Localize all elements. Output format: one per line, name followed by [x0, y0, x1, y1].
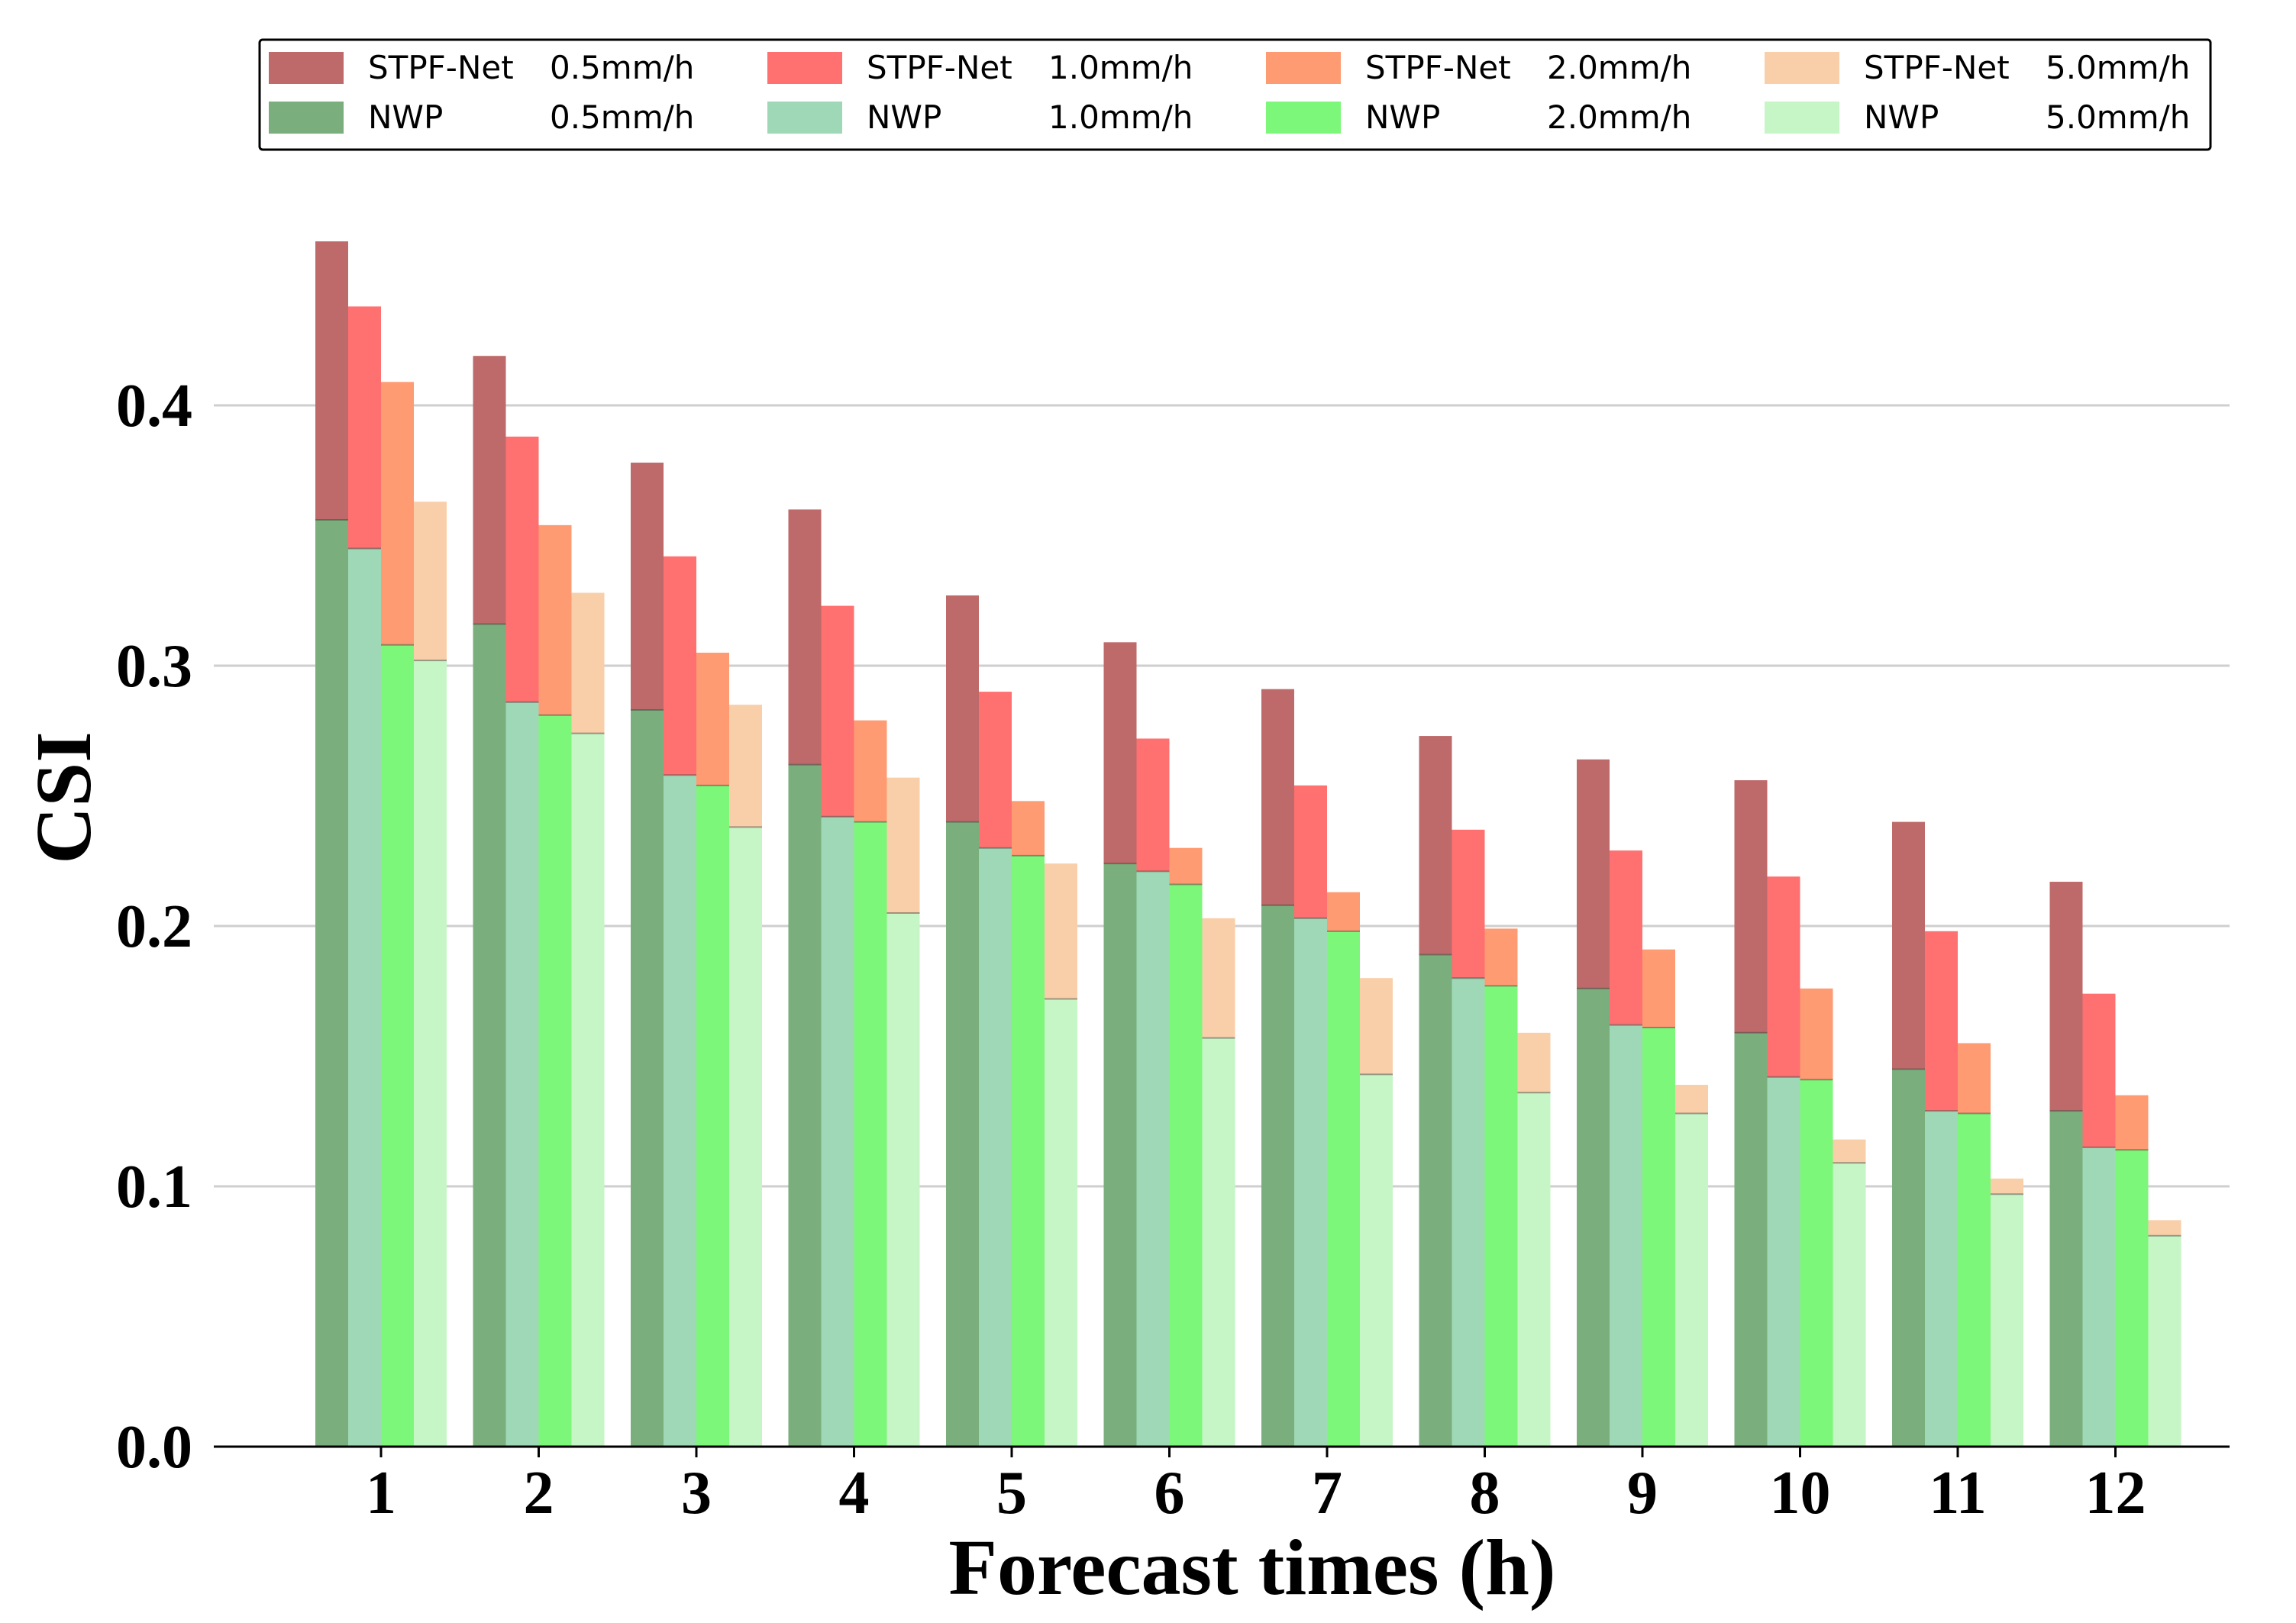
bar-nwp-5.0mm-h-h8 [1517, 1092, 1551, 1447]
bar-nwp-0.5mm-h-h9 [1577, 988, 1610, 1447]
y-tick-label: 0.3 [116, 633, 192, 700]
legend-swatch [1765, 52, 1839, 84]
bar-nwp-2.0mm-h-h5 [1012, 855, 1045, 1447]
legend-series-name: NWP [867, 98, 941, 136]
bar-nwp-0.5mm-h-h2 [473, 624, 506, 1447]
bar-nwp-5.0mm-h-h9 [1675, 1113, 1708, 1447]
bar-nwp-2.0mm-h-h4 [854, 821, 887, 1447]
legend-threshold: 2.0mm/h [1547, 49, 1691, 86]
y-tick-label: 0.1 [116, 1154, 192, 1221]
bar-nwp-1.0mm-h-h7 [1294, 918, 1327, 1447]
legend-series-name: NWP [1365, 98, 1440, 136]
bar-nwp-1.0mm-h-h6 [1136, 871, 1170, 1447]
bar-nwp-0.5mm-h-h1 [315, 520, 348, 1447]
legend-threshold: 1.0mm/h [1048, 98, 1193, 136]
legend-threshold: 5.0mm/h [2046, 49, 2190, 86]
bar-nwp-1.0mm-h-h12 [2082, 1147, 2116, 1447]
legend-box [258, 38, 2212, 151]
x-tick-label: 4 [839, 1460, 870, 1527]
x-tick-label: 12 [2085, 1460, 2146, 1527]
legend-swatch [269, 102, 344, 134]
bars [315, 241, 2181, 1447]
x-tick-label: 3 [681, 1460, 712, 1527]
axes: 0.00.10.20.30.41 2 3 4 5 6 7 8 9 10 11 12 [116, 373, 2230, 1527]
bar-nwp-5.0mm-h-h3 [729, 827, 762, 1447]
bar-nwp-5.0mm-h-h2 [571, 733, 605, 1447]
bar-nwp-5.0mm-h-h1 [414, 660, 447, 1447]
legend-swatch [767, 52, 842, 84]
x-axis-title: Forecast times (h) [948, 1524, 1555, 1612]
bar-nwp-0.5mm-h-h11 [1892, 1069, 1925, 1447]
x-tick-label: 8 [1470, 1460, 1500, 1527]
bar-nwp-1.0mm-h-h4 [821, 816, 854, 1447]
legend-threshold: 0.5mm/h [550, 98, 694, 136]
x-tick-label: 7 [1312, 1460, 1342, 1527]
legend-swatch [269, 52, 344, 84]
legend-series-name: STPF-Net [867, 49, 1012, 86]
bar-nwp-1.0mm-h-h11 [1925, 1111, 1958, 1447]
bar-nwp-0.5mm-h-h6 [1103, 863, 1137, 1447]
legend-swatch [767, 102, 842, 134]
bar-nwp-2.0mm-h-h10 [1800, 1079, 1833, 1447]
legend-threshold: 1.0mm/h [1048, 49, 1193, 86]
bar-nwp-2.0mm-h-h3 [696, 785, 729, 1447]
bar-nwp-1.0mm-h-h9 [1610, 1024, 1642, 1447]
legend-threshold: 2.0mm/h [1547, 98, 1691, 136]
bar-nwp-2.0mm-h-h12 [2115, 1150, 2149, 1447]
bar-nwp-2.0mm-h-h2 [538, 715, 572, 1447]
x-tick-label: 10 [1770, 1460, 1831, 1527]
legend-swatch [1266, 52, 1341, 84]
legend-series-name: STPF-Net [1864, 49, 2010, 86]
bar-nwp-2.0mm-h-h8 [1484, 986, 1518, 1447]
bar-nwp-5.0mm-h-h4 [886, 912, 920, 1447]
bar-nwp-2.0mm-h-h1 [381, 644, 414, 1447]
bar-nwp-5.0mm-h-h5 [1045, 999, 1077, 1447]
bar-nwp-1.0mm-h-h5 [979, 847, 1012, 1447]
bar-nwp-1.0mm-h-h10 [1767, 1076, 1800, 1447]
y-tick-label: 0.0 [116, 1414, 192, 1481]
legend-series-name: NWP [368, 98, 443, 136]
bar-nwp-0.5mm-h-h12 [2049, 1111, 2083, 1447]
y-tick-label: 0.4 [116, 373, 192, 440]
bar-nwp-2.0mm-h-h11 [1958, 1113, 1991, 1447]
bar-nwp-2.0mm-h-h9 [1642, 1027, 1675, 1447]
y-tick-label: 0.2 [116, 893, 192, 960]
bar-nwp-0.5mm-h-h5 [946, 821, 979, 1447]
legend: STPF-Net 0.5mm/h NWP 0.5mm/h STPF-Net 1.0mm/h… [258, 38, 2212, 151]
x-tick-label: 2 [524, 1460, 554, 1527]
bar-nwp-0.5mm-h-h4 [788, 764, 822, 1447]
x-tick-label: 6 [1154, 1460, 1185, 1527]
bar-nwp-0.5mm-h-h8 [1419, 954, 1452, 1447]
bar-nwp-5.0mm-h-h12 [2148, 1235, 2181, 1447]
legend-threshold: 5.0mm/h [2046, 98, 2190, 136]
bar-nwp-0.5mm-h-h3 [631, 709, 664, 1447]
legend-series-name: STPF-Net [368, 49, 514, 86]
bar-nwp-1.0mm-h-h1 [348, 548, 381, 1447]
bar-nwp-1.0mm-h-h3 [664, 775, 696, 1447]
bar-nwp-1.0mm-h-h8 [1452, 978, 1485, 1447]
bar-nwp-5.0mm-h-h6 [1202, 1037, 1235, 1447]
bar-nwp-0.5mm-h-h10 [1734, 1032, 1768, 1447]
legend-swatch [1765, 102, 1839, 134]
legend-swatch [1266, 102, 1341, 134]
bar-nwp-2.0mm-h-h6 [1169, 884, 1203, 1447]
x-tick-label: 9 [1627, 1460, 1658, 1527]
bar-nwp-1.0mm-h-h2 [505, 702, 539, 1447]
bar-nwp-5.0mm-h-h7 [1360, 1074, 1393, 1447]
y-axis-title: CSI [20, 731, 108, 863]
x-tick-label: 5 [996, 1460, 1027, 1527]
bar-nwp-5.0mm-h-h10 [1833, 1163, 1866, 1447]
bar-nwp-5.0mm-h-h11 [1991, 1194, 2023, 1447]
legend-series-name: STPF-Net [1365, 49, 1511, 86]
legend-series-name: NWP [1864, 98, 1939, 136]
bar-nwp-2.0mm-h-h7 [1327, 931, 1360, 1447]
x-tick-label: 1 [366, 1460, 396, 1527]
bar-nwp-0.5mm-h-h7 [1261, 905, 1294, 1447]
legend-threshold: 0.5mm/h [550, 49, 694, 86]
x-tick-label: 11 [1929, 1460, 1987, 1527]
